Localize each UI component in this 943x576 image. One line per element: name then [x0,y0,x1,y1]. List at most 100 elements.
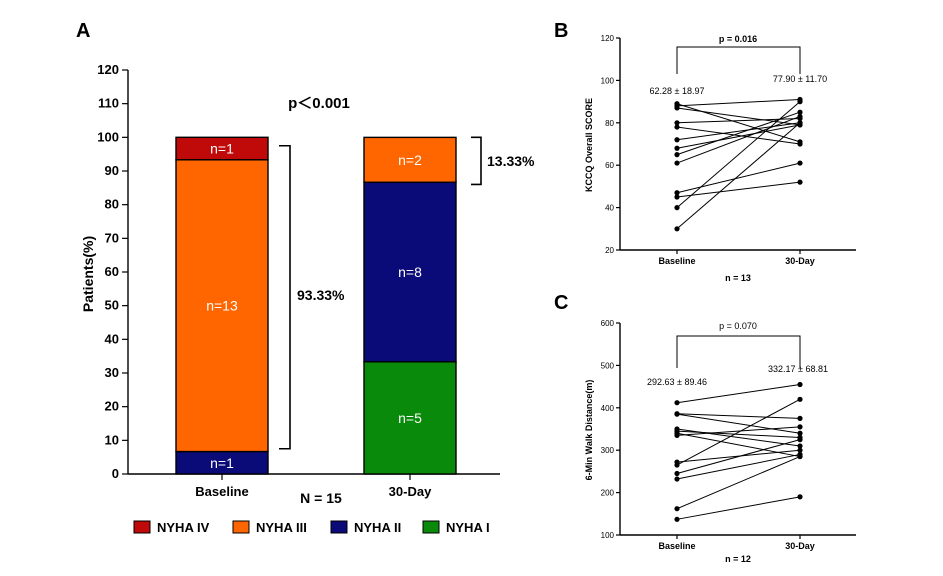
panel-c-pair-line [676,413,801,434]
legend-label: NYHA II [354,520,401,535]
panel-b-point-30day [797,115,803,122]
panel-b-n: n = 13 [725,273,751,283]
panel-c-point-30day [797,415,803,421]
panel-a-category-label: Baseline [195,484,248,499]
panel-a-category-label: 30-Day [389,484,432,499]
panel-c-pair-line [676,453,801,480]
panel-a-ylabel: Patients(%) [80,236,96,312]
panel-b-point-baseline [674,152,680,158]
panel-a-pvalue: p＜0.001 [288,95,350,112]
panel-a-ytick-label: 120 [97,62,119,77]
panel-a-ytick-label: 80 [105,197,119,212]
panel-b-pair-line [676,122,801,230]
panel-b-chart: KCCQ Overall SCORE p = 0.016 62.28 ± 18.… [584,34,856,283]
bar-segment-label: n=13 [206,298,238,314]
panel-c-point-30day [797,447,803,453]
panel-a-ytick-label: 50 [105,298,119,313]
bar-segment-label: n=5 [398,410,422,426]
panel-c-point-baseline [674,400,680,406]
panel-c-n: n = 12 [725,554,751,564]
panel-a-day30-pct: 13.33% [487,153,535,169]
panel-b-point-30day [797,109,803,115]
panel-a-ytick-label: 20 [105,399,119,414]
panel-c-point-30day [797,434,803,441]
panel-c-ytick-label: 100 [601,531,615,540]
panel-b-ytick-label: 120 [601,34,615,43]
panel-b-point-30day [797,96,803,103]
panel-a-chart: Patients(%) p＜0.001 93.33% 13.33% N = 15… [80,62,535,535]
panel-c-pair-line [676,456,801,510]
panel-c-ytick-label: 300 [601,446,615,455]
panel-c-point-baseline [674,426,680,432]
panel-c-point-baseline [674,516,680,522]
bar-segment-label: n=1 [210,141,234,157]
panel-c-ytick-label: 600 [601,319,615,328]
panel-b-pair-line [676,103,801,143]
legend-label: NYHA IV [157,520,210,535]
panel-b-mean-baseline: 62.28 ± 18.97 [650,86,705,96]
panel-b-point-baseline [674,124,680,130]
panel-c-pair-line [676,432,801,458]
panel-b-letter: B [554,20,568,42]
panel-b-pair-line [676,118,801,124]
panel-c-ylabel: 6-Min Walk Distance(m) [584,380,594,481]
panel-c-point-baseline [674,470,680,477]
panel-b-point-30day [797,122,803,128]
panel-b-point-baseline [674,194,680,200]
panel-c-ytick-label: 200 [601,489,615,498]
baseline-bracket [279,144,291,450]
panel-a-ytick-label: 10 [105,432,119,447]
legend-label: NYHA I [446,520,490,535]
panel-b-pair-line [676,111,801,156]
panel-b-point-baseline [674,137,680,143]
panel-b-ytick-label: 60 [605,161,614,170]
panel-c-point-30day [797,381,803,388]
panel-a-ytick-label: 90 [105,163,119,178]
panel-c-pair-line [676,496,801,520]
panel-b-ytick-label: 80 [605,119,614,128]
panel-b-point-baseline [674,145,680,151]
panel-c-point-30day [797,424,803,430]
panel-a-ytick-label: 40 [105,331,119,346]
legend-swatch [330,520,348,534]
panel-a-ytick-label: 0 [112,466,119,481]
panel-b-pair-line [676,181,801,198]
panel-c-pair-line [676,383,801,404]
panel-b-point-baseline [674,205,680,211]
bar-segment-label: n=2 [398,152,422,168]
legend-label: NYHA III [256,520,307,535]
panel-b-ytick-label: 20 [605,246,614,255]
panel-b-point-30day [797,139,803,145]
panel-b-point-30day [797,160,803,166]
panel-a-n-total: N = 15 [300,490,342,506]
panel-a-letter: A [76,20,90,42]
panel-b-point-30day [797,179,803,185]
panel-b-pair-line [676,98,801,107]
panel-c-pair-line [676,426,801,436]
panel-c-point-30day [797,430,803,436]
panel-b-pair-line [676,162,801,194]
panel-c-pair-line [676,398,801,466]
bar-segment-nyha-iii [363,136,457,183]
panel-b-pair-line [676,107,801,126]
legend-swatch [133,520,151,534]
panel-a-ytick-label: 110 [98,96,119,111]
bar-segment-nyha-ii [363,181,457,363]
panel-c-pair-line [676,428,801,447]
panel-b-pvalue: p = 0.016 [719,34,757,44]
panel-c-point-30day [797,396,803,402]
panel-c-pair-line [676,449,801,463]
panel-c-point-baseline [674,476,680,482]
panel-b-pair-line [676,126,801,145]
panel-b-pair-line [676,122,801,141]
bar-segment-nyha-i [363,361,457,475]
panel-a-ytick-label: 70 [105,230,119,245]
panel-c-ytick-label: 400 [601,404,615,413]
panel-b-pvalue-bracket [676,46,801,74]
panel-c-point-baseline [674,411,680,417]
panel-c-point-30day [797,494,803,500]
panel-c-chart: 6-Min Walk Distance(m) p = 0.070 292.63 … [584,319,856,564]
panel-c-mean-30day: 332.17 ± 68.81 [768,364,828,374]
panel-b-point-baseline [674,101,680,107]
panel-c-point-baseline [674,459,680,465]
